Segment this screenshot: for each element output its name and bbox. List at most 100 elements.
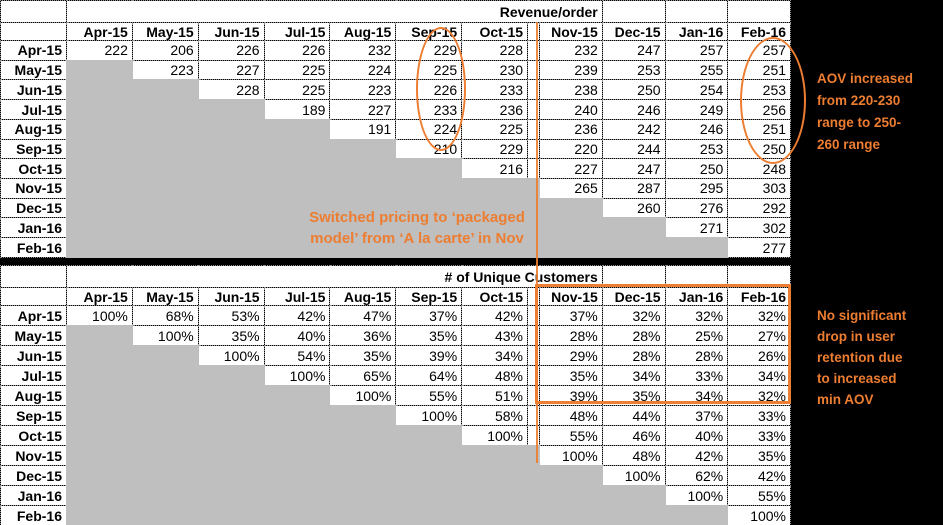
value-cell[interactable]: 250	[601, 79, 666, 101]
value-cell[interactable]: 28%	[601, 325, 666, 346]
row-label[interactable]: Jan-16	[0, 217, 67, 239]
row-label[interactable]: Feb-16	[0, 237, 67, 258]
value-cell[interactable]: 39%	[539, 385, 603, 406]
value-cell[interactable]: 55%	[395, 385, 463, 406]
row-label[interactable]: Jun-15	[0, 345, 67, 366]
value-cell[interactable]: 271	[664, 217, 729, 239]
column-header[interactable]: Aug-15	[329, 22, 397, 41]
row-label[interactable]: Sep-15	[0, 138, 67, 160]
value-cell[interactable]: 216	[461, 158, 529, 180]
value-cell[interactable]: 230	[461, 59, 529, 81]
value-cell[interactable]: 240	[539, 99, 603, 120]
value-cell[interactable]: 287	[601, 178, 666, 199]
value-cell[interactable]: 233	[461, 79, 529, 101]
value-cell[interactable]: 32%	[727, 305, 792, 326]
value-cell[interactable]: 249	[664, 99, 729, 120]
value-cell[interactable]: 295	[664, 178, 729, 199]
value-cell[interactable]: 42%	[263, 305, 331, 326]
value-cell[interactable]: 54%	[263, 345, 331, 366]
column-header[interactable]: Jun-15	[197, 22, 265, 41]
value-cell[interactable]: 260	[601, 197, 666, 219]
row-label[interactable]: May-15	[0, 59, 67, 81]
value-cell[interactable]: 220	[539, 138, 603, 160]
value-cell[interactable]: 100%	[461, 425, 529, 446]
value-cell[interactable]: 251	[727, 118, 792, 140]
column-header[interactable]: Feb-16	[727, 287, 792, 306]
value-cell[interactable]: 46%	[601, 425, 666, 446]
column-header[interactable]: Jun-15	[197, 287, 265, 306]
value-cell[interactable]: 239	[539, 59, 603, 81]
column-header[interactable]: May-15	[131, 22, 199, 41]
value-cell[interactable]: 35%	[197, 325, 265, 346]
value-cell[interactable]: 100%	[131, 325, 199, 346]
value-cell[interactable]: 257	[664, 40, 729, 61]
value-cell[interactable]: 47%	[329, 305, 397, 326]
value-cell[interactable]: 224	[395, 118, 463, 140]
row-label[interactable]: Feb-16	[0, 505, 67, 525]
value-cell[interactable]: 302	[727, 217, 792, 239]
value-cell[interactable]: 100%	[263, 365, 331, 386]
value-cell[interactable]: 25%	[664, 325, 729, 346]
row-label[interactable]: Apr-15	[0, 40, 67, 61]
value-cell[interactable]: 238	[539, 79, 603, 101]
value-cell[interactable]: 34%	[461, 345, 529, 366]
value-cell[interactable]: 253	[727, 79, 792, 101]
value-cell[interactable]: 37%	[539, 305, 603, 326]
value-cell[interactable]: 225	[395, 59, 463, 81]
value-cell[interactable]: 35%	[601, 385, 666, 406]
value-cell[interactable]: 34%	[664, 385, 729, 406]
value-cell[interactable]: 257	[727, 40, 792, 61]
column-header[interactable]: Oct-15	[461, 287, 529, 306]
value-cell[interactable]: 256	[727, 99, 792, 120]
value-cell[interactable]: 227	[329, 99, 397, 120]
column-header[interactable]: Oct-15	[461, 22, 529, 41]
value-cell[interactable]: 62%	[664, 465, 729, 486]
value-cell[interactable]: 48%	[539, 405, 603, 426]
value-cell[interactable]: 100%	[539, 445, 603, 466]
value-cell[interactable]: 100%	[66, 305, 133, 326]
value-cell[interactable]: 100%	[727, 505, 792, 525]
value-cell[interactable]: 222	[66, 40, 133, 61]
column-header[interactable]: Jul-15	[263, 287, 331, 306]
value-cell[interactable]: 226	[395, 79, 463, 101]
value-cell[interactable]: 68%	[131, 305, 199, 326]
value-cell[interactable]: 48%	[461, 365, 529, 386]
value-cell[interactable]: 39%	[395, 345, 463, 366]
value-cell[interactable]: 228	[197, 79, 265, 101]
row-label[interactable]: Oct-15	[0, 425, 67, 446]
value-cell[interactable]: 225	[263, 59, 331, 81]
value-cell[interactable]: 253	[601, 59, 666, 81]
value-cell[interactable]: 33%	[664, 365, 729, 386]
column-header[interactable]: Dec-15	[601, 287, 666, 306]
value-cell[interactable]: 36%	[329, 325, 397, 346]
value-cell[interactable]: 33%	[727, 405, 792, 426]
column-header[interactable]: Jan-16	[664, 22, 729, 41]
value-cell[interactable]: 32%	[664, 305, 729, 326]
row-label[interactable]: Oct-15	[0, 158, 67, 180]
value-cell[interactable]: 35%	[727, 445, 792, 466]
column-header[interactable]: Sep-15	[395, 287, 463, 306]
value-cell[interactable]: 32%	[727, 385, 792, 406]
value-cell[interactable]: 228	[461, 40, 529, 61]
value-cell[interactable]: 29%	[539, 345, 603, 366]
value-cell[interactable]: 225	[461, 118, 529, 140]
value-cell[interactable]: 34%	[727, 365, 792, 386]
value-cell[interactable]: 100%	[329, 385, 397, 406]
value-cell[interactable]: 254	[664, 79, 729, 101]
value-cell[interactable]: 226	[263, 40, 331, 61]
value-cell[interactable]: 58%	[461, 405, 529, 426]
value-cell[interactable]: 246	[664, 118, 729, 140]
value-cell[interactable]: 55%	[539, 425, 603, 446]
value-cell[interactable]: 227	[197, 59, 265, 81]
value-cell[interactable]: 229	[395, 40, 463, 61]
value-cell[interactable]: 42%	[664, 445, 729, 466]
value-cell[interactable]: 27%	[727, 325, 792, 346]
row-label[interactable]: Dec-15	[0, 197, 67, 219]
row-label[interactable]: Jul-15	[0, 365, 67, 386]
value-cell[interactable]: 303	[727, 178, 792, 199]
value-cell[interactable]: 35%	[539, 365, 603, 386]
column-header[interactable]: Nov-15	[539, 287, 603, 306]
value-cell[interactable]: 191	[329, 118, 397, 140]
value-cell[interactable]: 246	[601, 99, 666, 120]
row-label[interactable]: Apr-15	[0, 305, 67, 326]
